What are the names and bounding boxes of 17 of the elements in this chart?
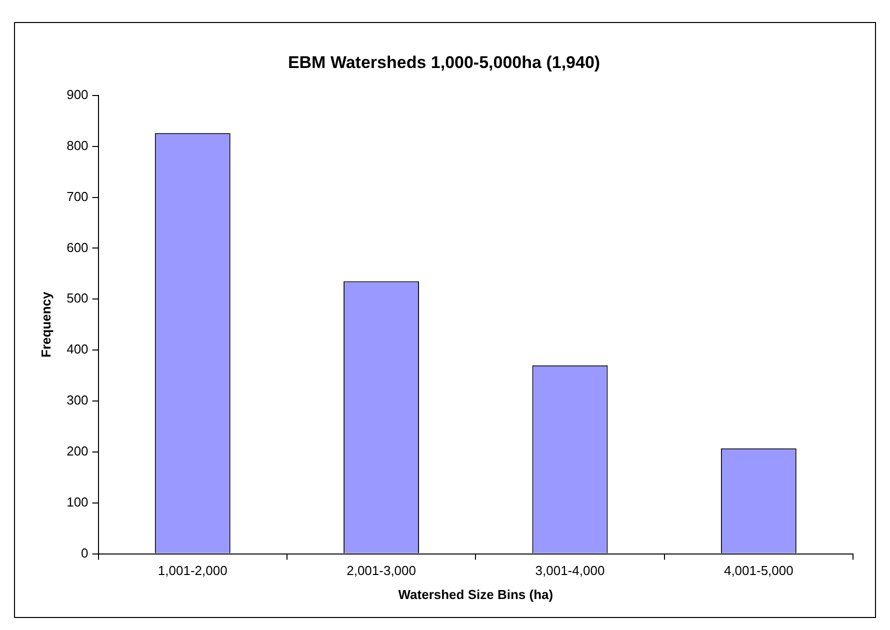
x-tick-label: 1,001-2,000: [158, 563, 228, 578]
y-tick-label: 500: [66, 290, 88, 306]
y-axis-title: Frequency: [38, 290, 54, 358]
x-tick-label: 2,001-3,000: [346, 563, 416, 578]
x-axis-title: Watershed Size Bins (ha): [398, 586, 554, 602]
y-tick-label: 300: [66, 392, 88, 408]
y-tick-label: 800: [66, 138, 88, 153]
y-tick-label: 100: [66, 494, 88, 510]
y-tick-label: 200: [66, 444, 88, 459]
y-tick-label: 700: [66, 188, 88, 204]
x-tick-label: 4,001-5,000: [724, 563, 794, 578]
y-tick-label: 600: [66, 240, 88, 255]
y-tick-label: 900: [66, 86, 88, 102]
y-tick-label: 0: [81, 545, 88, 560]
chart-title: EBM Watersheds 1,000-5,000ha (1,940): [288, 52, 600, 72]
x-tick-label: 3,001-4,000: [535, 563, 605, 578]
y-tick-label: 400: [66, 342, 88, 357]
